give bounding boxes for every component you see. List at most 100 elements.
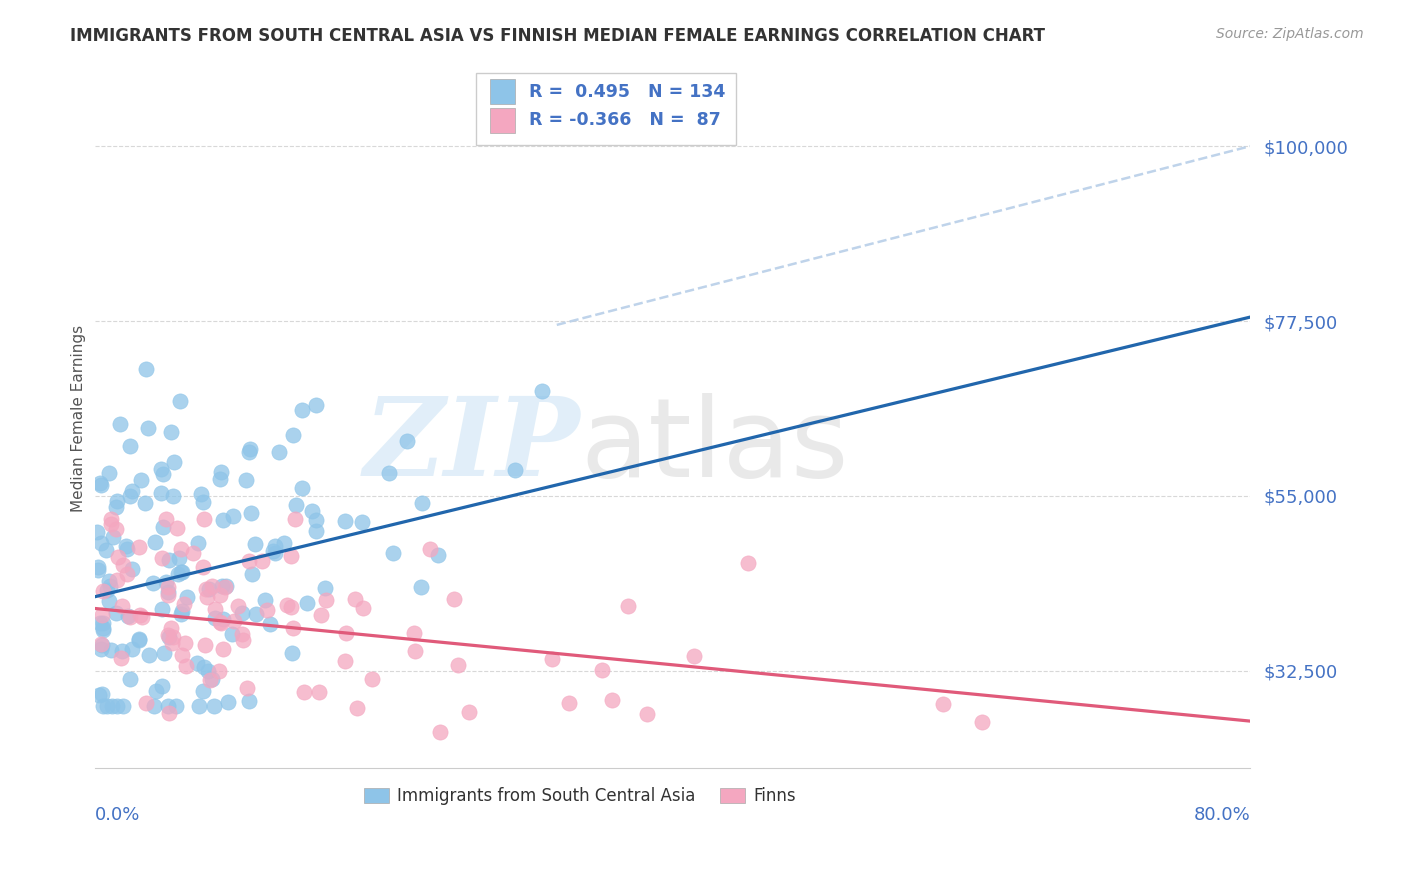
Point (97, 574, 120, 588)
Point (240, 566, 263, 581)
Point (131, 610, 153, 624)
Point (138, 648, 160, 663)
Point (232, 633, 254, 648)
Point (202, 698, 225, 713)
Point (558, 696, 581, 710)
Point (197, 665, 219, 679)
Point (128, 632, 150, 647)
Point (173, 597, 195, 611)
Point (90, 637, 112, 651)
Point (135, 361, 157, 376)
Point (253, 593, 276, 607)
Point (162, 489, 184, 503)
Point (165, 698, 187, 713)
Point (226, 599, 249, 613)
Point (256, 603, 278, 617)
Point (118, 672, 141, 686)
Point (174, 658, 197, 673)
Point (101, 698, 124, 713)
Point (211, 513, 233, 527)
Point (236, 681, 259, 696)
Point (89, 615, 111, 630)
Point (404, 643, 426, 657)
Point (239, 506, 262, 520)
Point (188, 698, 211, 713)
Point (91, 623, 114, 637)
Point (280, 599, 302, 614)
Point (105, 494, 128, 508)
Point (209, 472, 232, 486)
Point (209, 616, 232, 631)
Point (190, 487, 212, 501)
Point (346, 701, 368, 715)
Point (96, 582, 118, 597)
Point (211, 579, 233, 593)
Point (105, 574, 128, 588)
Point (94, 543, 117, 558)
FancyBboxPatch shape (475, 73, 735, 145)
Point (264, 540, 287, 554)
Point (231, 627, 253, 641)
Point (90, 535, 112, 549)
Point (150, 551, 173, 566)
Point (156, 698, 179, 713)
Point (333, 514, 356, 528)
Point (145, 684, 167, 698)
Point (156, 588, 179, 602)
Point (214, 580, 236, 594)
Point (107, 550, 129, 565)
Point (263, 546, 285, 560)
Point (208, 615, 231, 629)
Point (395, 434, 418, 449)
Point (201, 579, 224, 593)
Point (281, 621, 304, 635)
Point (150, 679, 173, 693)
Text: IMMIGRANTS FROM SOUTH CENTRAL ASIA VS FINNISH MEDIAN FEMALE EARNINGS CORRELATION: IMMIGRANTS FROM SOUTH CENTRAL ASIA VS FI… (70, 27, 1045, 45)
Point (86, 525, 108, 540)
Point (273, 536, 295, 550)
Point (152, 467, 174, 481)
Point (157, 628, 180, 642)
Point (138, 421, 160, 435)
Point (155, 512, 177, 526)
Point (617, 599, 640, 613)
Point (404, 626, 426, 640)
Point (169, 393, 191, 408)
Point (245, 607, 267, 622)
Point (503, 463, 526, 477)
Legend: Immigrants from South Central Asia, Finns: Immigrants from South Central Asia, Finn… (357, 780, 803, 812)
Point (157, 553, 180, 567)
Point (104, 500, 127, 514)
Point (193, 559, 215, 574)
Point (150, 462, 173, 476)
Point (409, 580, 432, 594)
Text: 80.0%: 80.0% (1194, 806, 1250, 824)
Point (142, 576, 165, 591)
Point (209, 466, 232, 480)
Point (187, 536, 209, 550)
Point (170, 542, 193, 557)
Text: 0.0%: 0.0% (94, 806, 141, 824)
Point (153, 647, 176, 661)
Point (129, 473, 152, 487)
Point (87, 688, 110, 702)
Point (128, 632, 150, 646)
Point (90, 642, 112, 657)
Point (129, 608, 152, 623)
Point (262, 544, 284, 558)
Point (281, 646, 304, 660)
Point (176, 590, 198, 604)
Text: R = -0.366   N =  87: R = -0.366 N = 87 (529, 112, 721, 129)
Point (172, 566, 194, 580)
Point (134, 496, 156, 510)
Point (118, 439, 141, 453)
Point (172, 648, 194, 662)
Point (222, 508, 245, 523)
Point (221, 627, 243, 641)
Point (352, 515, 374, 529)
Point (172, 603, 194, 617)
Point (352, 601, 374, 615)
Point (207, 665, 229, 679)
Point (201, 672, 224, 686)
Point (276, 598, 298, 612)
